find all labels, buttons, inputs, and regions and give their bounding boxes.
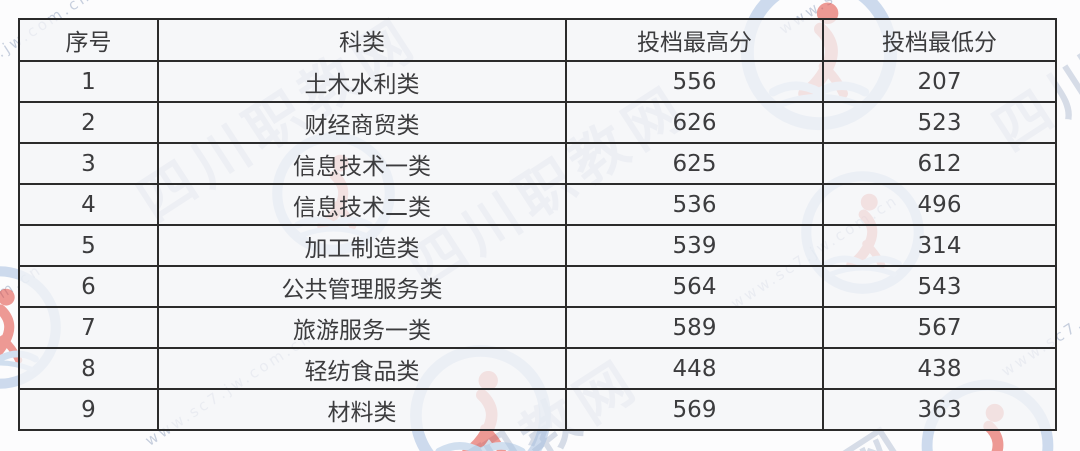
table-row: 7 旅游服务一类 589 567	[18, 306, 1057, 349]
column-header: 序号	[18, 18, 159, 62]
table-cell: 土木水利类	[157, 60, 567, 103]
table-row: 4 信息技术二类 536 496	[18, 183, 1057, 226]
table-cell: 公共管理服务类	[157, 265, 567, 308]
table-cell: 314	[822, 224, 1057, 267]
table-cell: 4	[18, 183, 159, 226]
table-cell: 539	[565, 224, 824, 267]
table-cell: 523	[822, 101, 1057, 144]
table-cell: 448	[565, 347, 824, 390]
table-row: 2 财经商贸类 626 523	[18, 101, 1057, 144]
table-cell: 7	[18, 306, 159, 349]
table-cell: 612	[822, 142, 1057, 185]
table-cell: 569	[565, 388, 824, 431]
table-body: 1 土木水利类 556 207 2 财经商贸类 626 523 3 信息技术一类 625 612 4 信息…	[18, 60, 1057, 431]
table-cell: 旅游服务一类	[157, 306, 567, 349]
table-cell: 626	[565, 101, 824, 144]
table-cell: 496	[822, 183, 1057, 226]
table-cell: 轻纺食品类	[157, 347, 567, 390]
table-cell: 信息技术一类	[157, 142, 567, 185]
table-cell: 556	[565, 60, 824, 103]
scores-table: 序号 科类 投档最高分 投档最低分 1 土木水利类 556 207 2 财经商贸类 626 523 3…	[18, 18, 1057, 431]
table-cell: 438	[822, 347, 1057, 390]
table-cell: 材料类	[157, 388, 567, 431]
table-cell: 信息技术二类	[157, 183, 567, 226]
table-cell: 1	[18, 60, 159, 103]
table-header: 序号 科类 投档最高分 投档最低分	[18, 18, 1057, 62]
table-cell: 9	[18, 388, 159, 431]
table-cell: 5	[18, 224, 159, 267]
table-cell: 625	[565, 142, 824, 185]
header-row: 序号 科类 投档最高分 投档最低分	[18, 18, 1057, 62]
table-cell: 加工制造类	[157, 224, 567, 267]
table-cell: 536	[565, 183, 824, 226]
table-cell: 2	[18, 101, 159, 144]
table-row: 6 公共管理服务类 564 543	[18, 265, 1057, 308]
table-cell: 财经商贸类	[157, 101, 567, 144]
table-cell: 363	[822, 388, 1057, 431]
column-header: 科类	[157, 18, 567, 62]
table-cell: 567	[822, 306, 1057, 349]
table-row: 8 轻纺食品类 448 438	[18, 347, 1057, 390]
table-cell: 8	[18, 347, 159, 390]
table-row: 9 材料类 569 363	[18, 388, 1057, 431]
table-cell: 6	[18, 265, 159, 308]
table-cell: 564	[565, 265, 824, 308]
column-header: 投档最低分	[822, 18, 1057, 62]
table-cell: 3	[18, 142, 159, 185]
table-cell: 543	[822, 265, 1057, 308]
table-row: 3 信息技术一类 625 612	[18, 142, 1057, 185]
table-row: 1 土木水利类 556 207	[18, 60, 1057, 103]
table-row: 5 加工制造类 539 314	[18, 224, 1057, 267]
table-cell: 207	[822, 60, 1057, 103]
column-header: 投档最高分	[565, 18, 824, 62]
table-cell: 589	[565, 306, 824, 349]
